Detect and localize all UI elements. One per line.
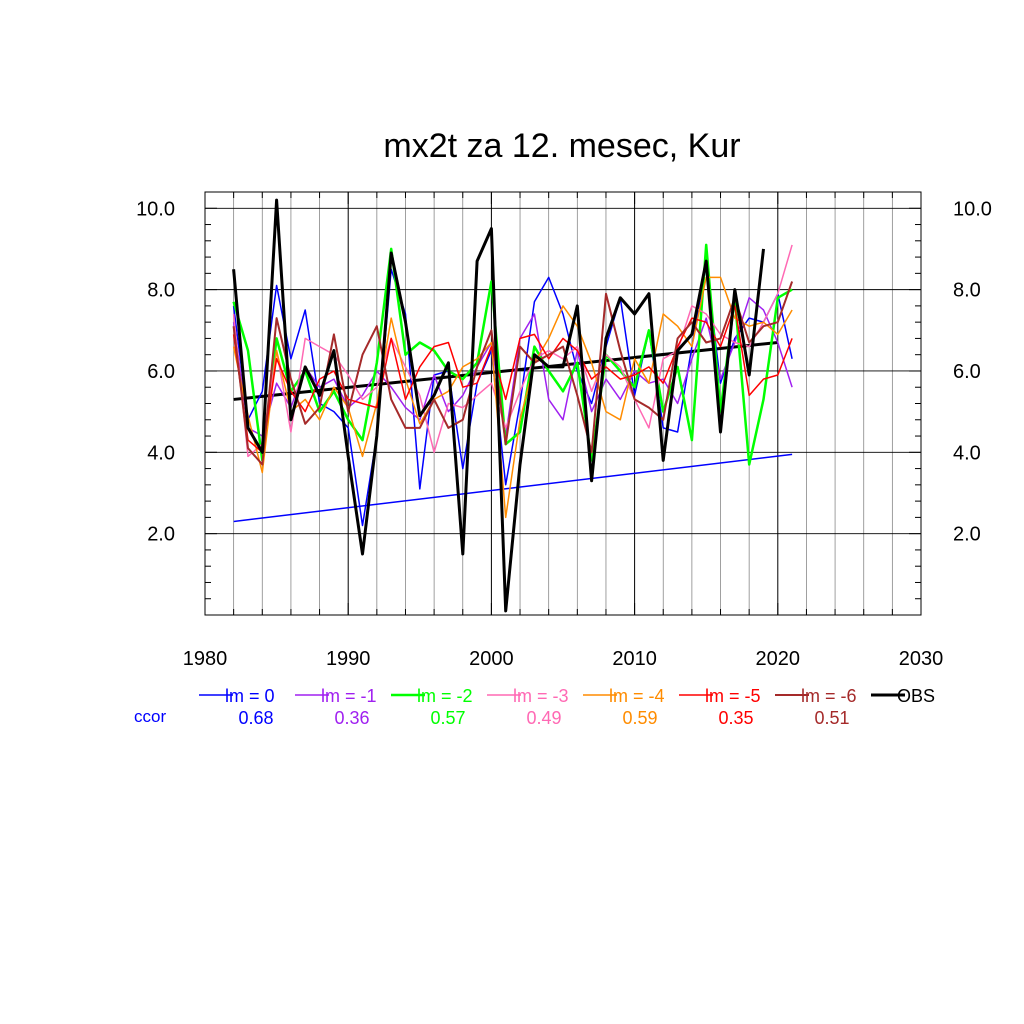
legend-ccor-value: 0.35	[718, 708, 753, 728]
plot-area	[232, 198, 794, 613]
series-line-lm-2	[232, 243, 793, 466]
axes: 2.0 2.0 4.0 4.0 6.0 6.0 8.0 8.0 10.0 10.0 1980 1990…	[136, 191, 992, 670]
legend-label: lm = -2	[417, 686, 473, 706]
legend-ccor-value: 0.36	[334, 708, 369, 728]
legend-ccor-value: 0.59	[622, 708, 657, 728]
grid	[205, 191, 921, 615]
x-tick-label: 1980	[183, 648, 228, 670]
legend-label: lm = -6	[801, 686, 857, 706]
trend-line	[233, 453, 793, 523]
y-tick-label-left: 8.0	[147, 280, 175, 302]
trend-line	[233, 340, 778, 401]
series-line-lm-4	[232, 276, 793, 519]
series-line-obs	[232, 198, 765, 613]
x-tick-label: 1990	[326, 648, 371, 670]
y-tick-label-left: 2.0	[147, 524, 175, 546]
legend-ccor-value: 0.49	[526, 708, 561, 728]
y-tick-label-right: 4.0	[953, 442, 981, 464]
y-tick-label-right: 6.0	[953, 361, 981, 383]
y-tick-label-left: 6.0	[147, 361, 175, 383]
legend-ccor-value: 0.57	[430, 708, 465, 728]
legend-ccor-value: 0.51	[814, 708, 849, 728]
x-tick-label: 2000	[469, 648, 514, 670]
series-line-lm-0	[232, 264, 793, 527]
legend-label: lm = -3	[513, 686, 569, 706]
legend-ccor-value: 0.68	[238, 708, 273, 728]
x-tick-label: 2020	[756, 648, 801, 670]
x-tick-label: 2010	[612, 648, 657, 670]
y-tick-label-left: 10.0	[136, 198, 175, 220]
y-tick-label-right: 10.0	[953, 198, 992, 220]
legend-label: lm = -1	[321, 686, 377, 706]
chart-title: mx2t za 12. mesec, Kur	[383, 127, 740, 165]
x-tick-label: 2030	[899, 648, 944, 670]
legend-label: lm = 0	[225, 686, 275, 706]
legend-label: lm = -4	[609, 686, 665, 706]
ccor-label: ccor	[134, 707, 166, 726]
legend-label: OBS	[897, 686, 935, 706]
y-tick-label-left: 4.0	[147, 442, 175, 464]
y-tick-label-right: 2.0	[953, 524, 981, 546]
y-tick-label-right: 8.0	[953, 280, 981, 302]
legend-label: lm = -5	[705, 686, 761, 706]
